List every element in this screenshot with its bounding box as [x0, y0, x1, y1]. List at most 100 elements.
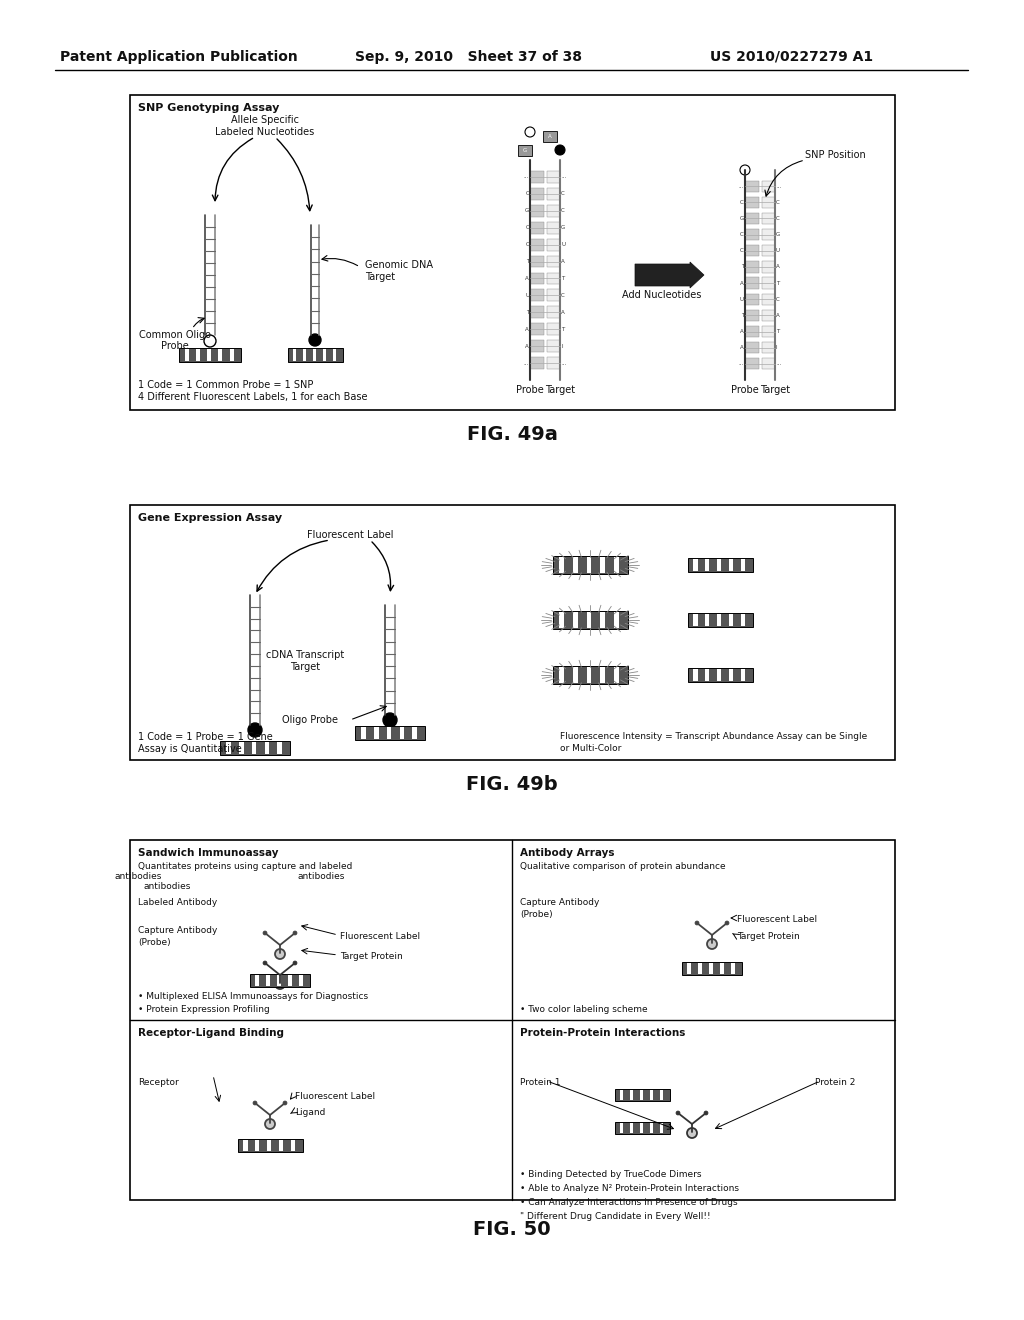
Text: Allele Specific: Allele Specific — [231, 115, 299, 125]
Bar — [613, 667, 618, 682]
Text: • Protein Expression Profiling: • Protein Expression Profiling — [138, 1005, 269, 1014]
Text: U: U — [776, 248, 780, 253]
Text: cDNA Transcript
Target: cDNA Transcript Target — [266, 649, 344, 672]
Bar — [587, 557, 592, 573]
Bar — [745, 246, 759, 256]
Bar — [740, 558, 744, 572]
Bar — [640, 1090, 643, 1100]
Text: C: C — [525, 191, 529, 197]
Text: C: C — [525, 226, 529, 230]
Bar — [693, 669, 697, 681]
Bar — [687, 558, 753, 572]
Bar — [399, 727, 404, 739]
Circle shape — [555, 145, 565, 154]
Bar — [530, 306, 544, 318]
Text: T: T — [525, 259, 529, 264]
Text: A: A — [525, 276, 529, 281]
Text: Probe: Probe — [731, 385, 759, 395]
Bar — [553, 556, 628, 574]
Circle shape — [263, 931, 267, 935]
Text: antibodies: antibodies — [143, 882, 190, 891]
Bar — [266, 974, 270, 986]
Bar — [745, 342, 759, 354]
Bar — [762, 342, 775, 354]
Bar — [745, 293, 759, 305]
Bar — [255, 974, 259, 986]
Bar — [302, 348, 306, 360]
Text: ...: ... — [776, 362, 781, 367]
Text: Patent Application Publication: Patent Application Publication — [60, 50, 298, 63]
Text: FIG. 49a: FIG. 49a — [467, 425, 557, 444]
Text: Target: Target — [545, 385, 575, 395]
Bar — [762, 293, 775, 305]
Bar — [207, 348, 211, 360]
Text: C: C — [740, 232, 744, 238]
Bar — [543, 131, 557, 141]
Text: Gene Expression Assay: Gene Expression Assay — [138, 513, 283, 523]
Text: ...: ... — [738, 362, 744, 367]
Bar — [559, 557, 564, 573]
Bar — [687, 612, 753, 627]
Bar — [740, 614, 744, 626]
Text: antibodies: antibodies — [115, 873, 162, 880]
Bar — [762, 181, 775, 191]
Circle shape — [275, 949, 285, 960]
Bar — [288, 974, 292, 986]
Bar — [250, 974, 310, 986]
Text: (Probe): (Probe) — [138, 939, 171, 946]
Bar — [659, 1090, 663, 1100]
Text: 4 Different Fluorescent Labels, 1 for each Base: 4 Different Fluorescent Labels, 1 for ea… — [138, 392, 368, 403]
Text: SNP Position: SNP Position — [805, 150, 865, 160]
Text: C: C — [776, 199, 779, 205]
Bar — [547, 358, 560, 370]
Bar — [244, 1139, 248, 1151]
Text: 1 Code = 1 Common Probe = 1 SNP: 1 Code = 1 Common Probe = 1 SNP — [138, 380, 313, 389]
Text: Probe: Probe — [161, 341, 188, 351]
Text: Target Protein: Target Protein — [737, 932, 800, 941]
Text: US 2010/0227279 A1: US 2010/0227279 A1 — [710, 50, 873, 63]
Text: FIG. 50: FIG. 50 — [473, 1220, 551, 1239]
Text: Ligand: Ligand — [295, 1107, 326, 1117]
Text: U: U — [740, 297, 744, 302]
Bar — [573, 557, 578, 573]
Circle shape — [705, 1111, 708, 1115]
Circle shape — [707, 939, 717, 949]
Text: Labeled Antibody: Labeled Antibody — [138, 898, 217, 907]
Bar — [547, 205, 560, 216]
Text: C: C — [776, 216, 779, 220]
Text: C: C — [525, 242, 529, 247]
Text: Protein 2: Protein 2 — [815, 1078, 855, 1086]
Bar — [693, 558, 697, 572]
Bar — [218, 348, 222, 360]
Bar — [530, 222, 544, 234]
Circle shape — [293, 931, 297, 935]
Bar — [413, 727, 417, 739]
Bar — [762, 326, 775, 337]
Bar — [229, 348, 233, 360]
Bar — [762, 358, 775, 370]
Text: • Able to Analyze N² Protein-Protein Interactions: • Able to Analyze N² Protein-Protein Int… — [520, 1184, 739, 1193]
Circle shape — [204, 335, 216, 347]
Bar — [706, 558, 710, 572]
Bar — [547, 306, 560, 318]
Text: G: G — [524, 209, 529, 214]
Bar — [355, 726, 425, 741]
Bar — [547, 289, 560, 301]
Text: T: T — [561, 327, 564, 331]
Bar — [553, 611, 628, 630]
Bar — [745, 358, 759, 370]
Text: Add Nucleotides: Add Nucleotides — [623, 290, 701, 300]
Bar — [293, 348, 296, 360]
Bar — [649, 1090, 653, 1100]
Text: T: T — [561, 276, 564, 281]
Text: Protein-Protein Interactions: Protein-Protein Interactions — [520, 1028, 685, 1038]
Circle shape — [687, 1129, 697, 1138]
Bar — [291, 1139, 295, 1151]
Text: (Probe): (Probe) — [520, 909, 553, 919]
Bar — [374, 727, 379, 739]
Bar — [745, 181, 759, 191]
Text: Receptor: Receptor — [138, 1078, 179, 1086]
Bar — [547, 323, 560, 335]
Text: Antibody Arrays: Antibody Arrays — [520, 847, 614, 858]
Bar — [547, 341, 560, 352]
